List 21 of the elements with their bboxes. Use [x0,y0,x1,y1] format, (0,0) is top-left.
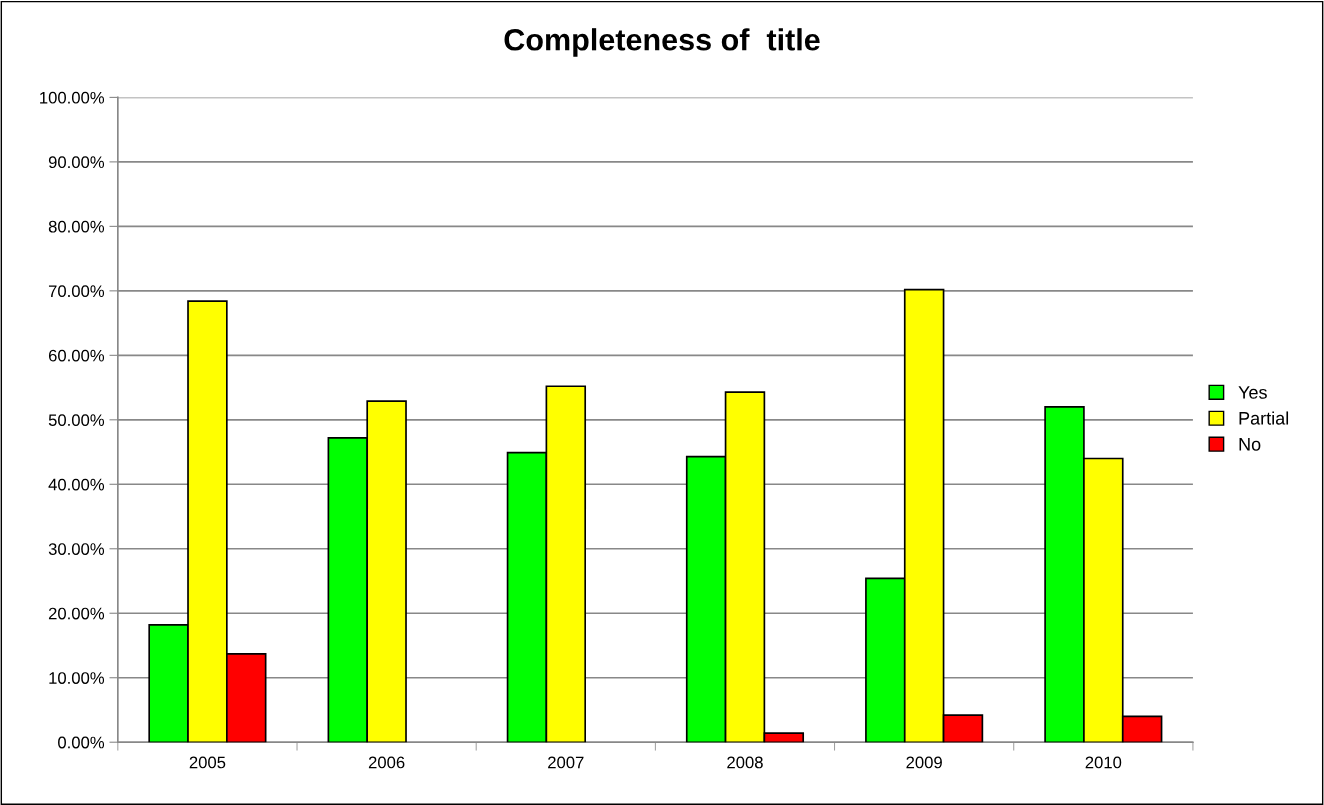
y-tick-label: 50.00% [48,414,105,427]
y-tick-label: 90.00% [48,156,105,169]
y-tick-label: 80.00% [48,220,105,233]
y-tick-label: 30.00% [48,543,105,555]
y-tick-label: 60.00% [48,349,105,362]
x-tick-label: 2009 [906,756,942,769]
y-tick-label: 40.00% [48,478,105,491]
x-tick-label: 2010 [1085,756,1122,769]
x-tick-label: 2006 [368,756,405,769]
x-tick-label: 2008 [727,756,763,769]
y-tick-label: 100.00% [40,91,105,104]
legend-label: Partial [1239,411,1289,425]
y-tick-label: 20.00% [48,607,105,620]
y-tick-label: 10.00% [49,672,105,684]
x-tick-label: 2007 [548,756,584,769]
legend-label: Yes [1238,386,1267,399]
y-tick-label: 0.00% [58,736,105,749]
chart-title: Completeness of title [504,28,820,57]
y-tick-label: 70.00% [48,285,105,298]
x-tick-label: 2005 [189,756,226,769]
legend-label: No [1239,438,1261,451]
